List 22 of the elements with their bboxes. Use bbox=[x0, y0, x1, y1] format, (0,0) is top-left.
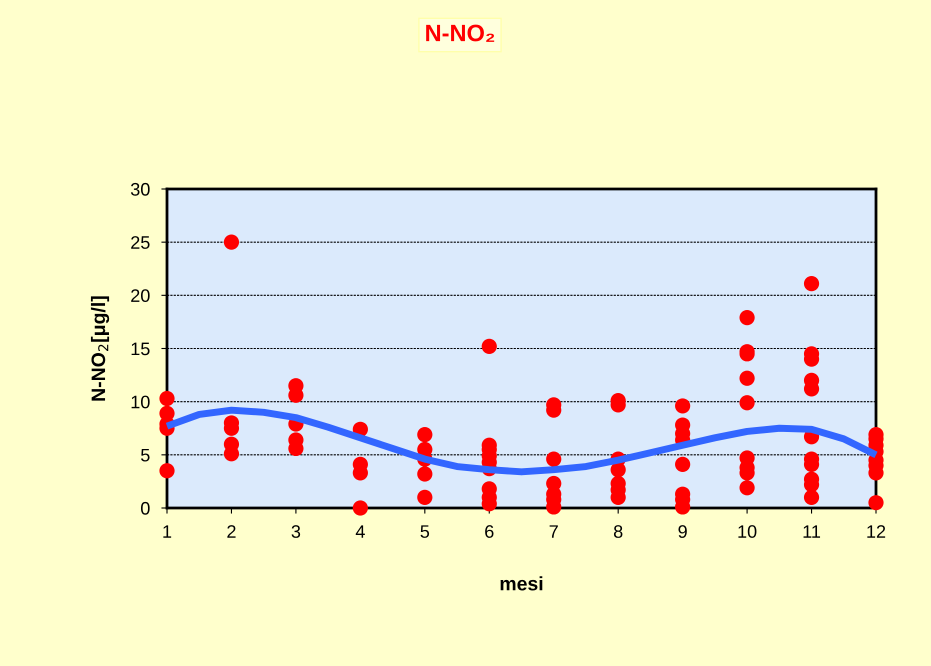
x-tick-label: 6 bbox=[485, 525, 494, 538]
x-axis-title: mesi bbox=[500, 576, 542, 591]
x-tick-label: 8 bbox=[614, 525, 622, 538]
y-tick-label: 10 bbox=[132, 396, 150, 408]
chart-title: N-NO₂ bbox=[426, 24, 494, 42]
x-tick-label: 4 bbox=[356, 525, 365, 538]
y-tick-label: 5 bbox=[141, 448, 150, 462]
x-tick-label: 1 bbox=[163, 525, 172, 538]
y-axis-title: N-NO$_{2}$[μg/l] bbox=[90, 296, 110, 401]
y-tick-label: 15 bbox=[132, 342, 150, 356]
y-tick-label: 30 bbox=[130, 182, 150, 196]
x-tick-label: 11 bbox=[804, 525, 820, 538]
x-tick-label: 5 bbox=[420, 525, 430, 538]
x-tick-label: 3 bbox=[292, 525, 300, 538]
x-tick-label: 10 bbox=[738, 525, 756, 538]
x-tick-label: 12 bbox=[867, 525, 886, 538]
x-tick-label: 7 bbox=[550, 525, 558, 538]
y-tick-label: 25 bbox=[131, 236, 150, 249]
x-tick-label: 2 bbox=[227, 525, 236, 538]
y-tick-label: 20 bbox=[131, 289, 150, 302]
x-tick-label: 9 bbox=[678, 525, 687, 538]
y-tick-label: 0 bbox=[141, 502, 150, 515]
